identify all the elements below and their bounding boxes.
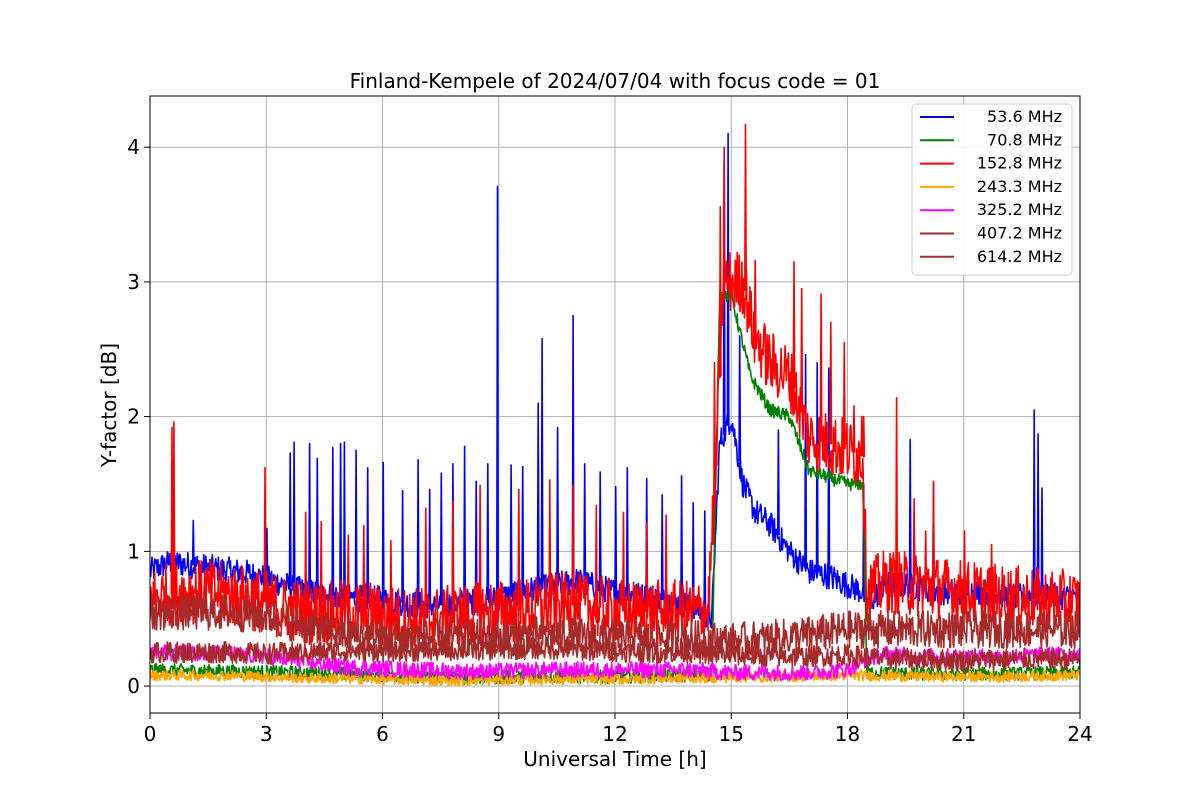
x-tick-label: 12	[602, 722, 627, 746]
series-line-6	[150, 592, 1080, 661]
legend-label: 407.2 MHz	[977, 224, 1062, 243]
legend-label: 614.2 MHz	[977, 247, 1062, 266]
legend-label: 243.3 MHz	[977, 177, 1062, 196]
y-tick-label: 3	[127, 270, 140, 294]
legend-label: 152.8 MHz	[977, 154, 1062, 173]
y-tick-label: 4	[127, 135, 140, 159]
x-tick-label: 0	[144, 722, 157, 746]
series-line-5	[150, 637, 1080, 672]
x-tick-label: 9	[492, 722, 505, 746]
x-tick-label: 15	[719, 722, 744, 746]
y-axis-label: Y-factor [dB]	[97, 343, 121, 468]
legend-box	[911, 103, 1073, 276]
y-tick-label: 0	[127, 674, 140, 698]
x-tick-label: 24	[1067, 722, 1092, 746]
legend-label: 53.6 MHz	[987, 107, 1062, 126]
x-axis-label: Universal Time [h]	[523, 747, 706, 771]
x-tick-label: 3	[260, 722, 273, 746]
y-tick-label: 2	[127, 405, 140, 429]
series-line-3	[150, 669, 1080, 687]
legend-label: 70.8 MHz	[987, 130, 1062, 149]
x-tick-label: 6	[376, 722, 389, 746]
x-axis: 0 3 6 9 12 15 18 21 24	[144, 713, 1093, 746]
series-layer	[150, 123, 1080, 687]
x-tick-label: 21	[951, 722, 976, 746]
y-axis: 0 1 2 3 4	[127, 135, 150, 698]
y-tick-label: 1	[127, 539, 140, 563]
chart-title: Finland-Kempele of 2024/07/04 with focus…	[350, 69, 881, 93]
series-line-2	[150, 123, 1080, 652]
x-tick-label: 18	[835, 722, 860, 746]
legend-label: 325.2 MHz	[977, 200, 1062, 219]
legend: 53.6 MHz 70.8 MHz 152.8 MHz 243.3 MHz 325.2 …	[911, 103, 1073, 276]
